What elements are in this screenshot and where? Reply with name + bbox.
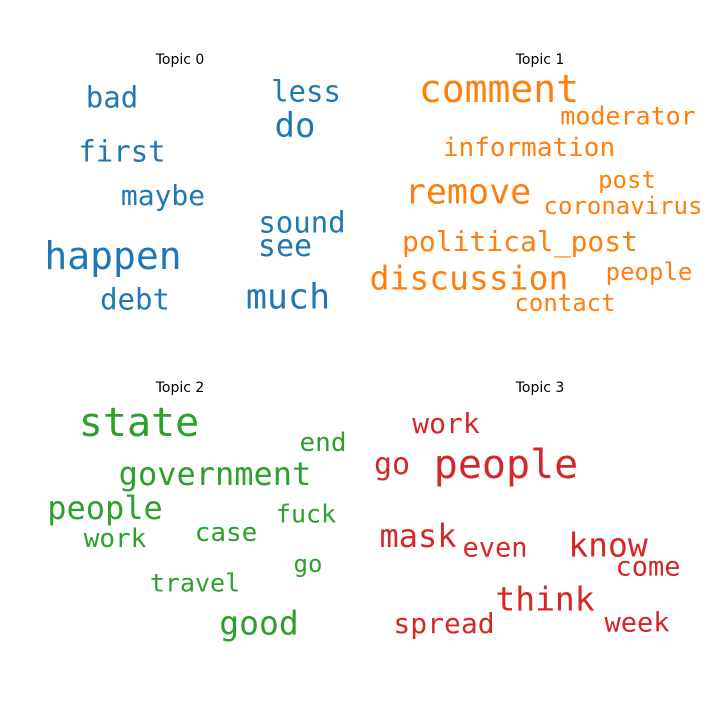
topic-3-word-think: think: [495, 579, 595, 619]
topic-0-word-less: less: [271, 74, 341, 109]
topic-2-word-good: good: [219, 603, 299, 643]
topic-2-word-government: government: [118, 455, 312, 493]
topic-2-word-travel: travel: [149, 568, 241, 598]
topic-1-word-discussion: discussion: [369, 258, 569, 298]
topic-1-word-post: post: [598, 166, 656, 194]
topic-1-title: Topic 1: [515, 52, 565, 68]
topic-1-word-political-post: political_post: [401, 225, 639, 258]
topic-3-word-come: come: [615, 551, 681, 583]
topic-0-title: Topic 0: [155, 52, 205, 68]
topic-1-word-comment: comment: [418, 67, 580, 111]
topic-0-word-much: much: [245, 277, 331, 318]
topic-3-title: Topic 3: [515, 380, 565, 396]
topic-3-word-even: even: [462, 532, 528, 564]
topic-2-word-state: state: [78, 400, 200, 446]
topic-1-word-people: people: [605, 258, 693, 286]
topic-1-word-contact: contact: [514, 289, 616, 317]
topic-2-word-fuck: fuck: [275, 499, 337, 529]
topic-0-word-bad: bad: [85, 80, 139, 115]
topic-1-panel: Topic 1 comment remove discussion political…: [360, 0, 720, 360]
topic-3-word-week: week: [604, 607, 670, 639]
topic-1-word-coronavirus: coronavirus: [543, 192, 703, 220]
topic-0-word-happen: happen: [44, 234, 182, 278]
topic-0-word-sound: sound: [258, 205, 346, 240]
topic-0-word-debt: debt: [100, 282, 170, 317]
topic-2-title: Topic 2: [155, 380, 205, 396]
topic-1-word-remove: remove: [404, 172, 532, 213]
topic-0-panel: Topic 0 happen much do see sound debt bad less f…: [0, 0, 360, 360]
topic-3-word-work: work: [412, 407, 480, 440]
topic-0-word-first: first: [78, 134, 166, 169]
topic-3-panel: Topic 3 people know think mask go work spread e…: [360, 328, 720, 688]
topic-3-word-know: know: [568, 525, 648, 565]
topic-2-word-work: work: [83, 524, 147, 554]
topic-3-word-go: go: [373, 447, 411, 482]
topic-0-word-maybe: maybe: [120, 179, 206, 212]
topic-0-word-see: see: [257, 229, 313, 264]
topic-2-word-end: end: [299, 428, 347, 458]
topic-2-panel: Topic 2 state government people good case wor…: [0, 328, 360, 688]
topic-3-word-people: people: [433, 442, 579, 488]
topic-2-word-go: go: [293, 550, 323, 578]
topic-3-word-spread: spread: [393, 607, 495, 640]
topic-3-word-mask: mask: [379, 517, 457, 555]
topic-1-word-moderator: moderator: [560, 101, 696, 131]
topic-2-word-case: case: [194, 518, 258, 548]
topic-2-word-people: people: [47, 489, 163, 527]
topic-1-word-information: information: [442, 133, 616, 163]
topic-0-word-do: do: [274, 106, 316, 146]
